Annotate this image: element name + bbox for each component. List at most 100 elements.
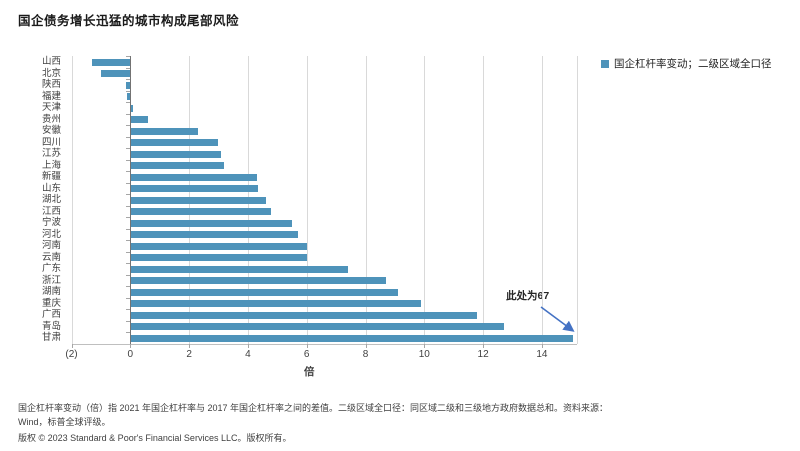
category-tick — [126, 263, 131, 265]
bar-福建 — [127, 93, 131, 100]
y-axis-label: 上海 — [41, 159, 61, 171]
x-tick-label: (2) — [65, 349, 78, 360]
bar-新疆 — [130, 173, 257, 181]
y-axis-label: 广东 — [41, 263, 61, 275]
category-tick — [126, 251, 131, 253]
category-tick — [126, 136, 131, 138]
y-axis-label: 山西 — [41, 56, 61, 68]
category-tick — [126, 171, 131, 173]
category-tick — [126, 309, 131, 311]
bar-河北 — [130, 231, 298, 238]
x-tick-label: 8 — [362, 349, 369, 360]
bar-重庆 — [130, 300, 422, 307]
bar-北京 — [100, 70, 131, 77]
category-tick — [126, 332, 131, 334]
bar-青岛 — [130, 323, 504, 330]
x-axis-tick — [541, 343, 543, 348]
y-axis-label: 湖南 — [41, 286, 61, 298]
y-axis-label: 重庆 — [41, 297, 61, 309]
footnote-line1: 国企杠杆率变动（倍）指 2021 年国企杠杆率与 2017 年国企杠杆率之间的差… — [18, 403, 609, 413]
plot-gridline — [71, 56, 73, 344]
y-axis-label: 浙江 — [41, 274, 61, 286]
x-tick-label: 4 — [245, 349, 251, 360]
x-tick-label: 10 — [418, 349, 430, 360]
y-axis-label: 北京 — [41, 67, 61, 79]
copyright-notice: 版权 © 2023 Standard & Poor's Financial Se… — [18, 433, 292, 443]
y-axis-label: 陕西 — [41, 79, 61, 91]
x-axis-tick — [306, 343, 308, 348]
x-tick-label: 2 — [186, 349, 192, 360]
y-axis-label: 安徽 — [41, 125, 61, 137]
category-tick — [126, 228, 131, 230]
plot-gridline — [424, 56, 426, 344]
bar-安徽 — [130, 127, 198, 135]
bar-宁波 — [130, 219, 292, 227]
y-axis-label: 广西 — [41, 309, 61, 321]
y-axis-label: 天津 — [41, 102, 61, 114]
category-tick — [126, 113, 131, 115]
category-tick — [126, 297, 131, 299]
y-axis-label: 湖北 — [41, 194, 61, 206]
category-tick — [126, 286, 131, 288]
legend-swatch-icon — [601, 59, 609, 68]
x-axis-tick — [365, 343, 367, 348]
y-axis-label: 新疆 — [41, 171, 61, 183]
annotation-arrow-icon — [540, 306, 575, 332]
category-tick — [126, 125, 131, 127]
bar-江西 — [130, 208, 272, 215]
y-axis-label: 宁波 — [41, 217, 61, 229]
x-axis-tick — [424, 343, 426, 348]
bar-山东 — [130, 185, 259, 192]
x-axis-tick — [189, 343, 191, 348]
category-tick — [126, 274, 131, 276]
y-axis-label: 河北 — [41, 228, 61, 240]
bar-贵州 — [130, 116, 148, 123]
plot-gridline — [541, 56, 543, 344]
category-tick — [126, 182, 131, 184]
plot-gridline — [483, 56, 485, 344]
chart-title: 国企债务增长迅猛的城市构成尾部风险 — [18, 14, 240, 28]
bar-云南 — [130, 254, 307, 261]
bar-广西 — [130, 311, 478, 319]
plot-right-border — [577, 56, 578, 344]
x-axis-tick — [483, 343, 485, 348]
x-axis-tick — [130, 343, 132, 348]
legend-label: 国企杠杆率变动；二级区域全口径 — [614, 58, 772, 70]
bar-天津 — [130, 104, 134, 112]
category-tick — [126, 159, 131, 161]
bar-甘肃 — [130, 334, 573, 342]
zero-axis-line — [130, 56, 132, 344]
category-tick — [126, 90, 131, 92]
x-tick-label: 6 — [303, 349, 310, 360]
bar-四川 — [130, 139, 219, 146]
bar-湖北 — [130, 196, 266, 204]
annotation-callout: 此处为67 — [506, 290, 550, 302]
y-axis-label: 云南 — [41, 251, 61, 263]
bar-山西 — [92, 58, 131, 66]
bar-陕西 — [125, 81, 131, 89]
x-tick-label: 0 — [127, 349, 134, 360]
category-tick — [126, 320, 131, 322]
chart-footnote: 国企杠杆率变动（倍）指 2021 年国企杠杆率与 2017 年国企杠杆率之间的差… — [18, 401, 790, 429]
plot-gridline — [306, 56, 308, 344]
x-axis-line — [71, 343, 577, 345]
footnote-line2: Wind，标普全球评级。 — [18, 417, 111, 427]
bar-江苏 — [130, 150, 222, 158]
y-axis-label: 青岛 — [41, 320, 61, 332]
category-tick — [126, 205, 131, 207]
y-axis-label: 江西 — [41, 205, 61, 217]
category-tick — [126, 240, 131, 242]
bar-广东 — [130, 265, 348, 273]
category-tick — [126, 148, 131, 150]
y-axis-label: 山东 — [41, 182, 61, 194]
category-tick — [126, 56, 131, 58]
y-axis-label: 贵州 — [41, 113, 61, 125]
bar-浙江 — [130, 277, 387, 284]
category-tick — [126, 79, 131, 81]
y-axis-label: 河南 — [41, 240, 61, 252]
x-tick-label: 12 — [477, 349, 489, 360]
plot-gridline — [365, 56, 367, 344]
bar-上海 — [130, 162, 225, 169]
category-tick — [126, 217, 131, 219]
